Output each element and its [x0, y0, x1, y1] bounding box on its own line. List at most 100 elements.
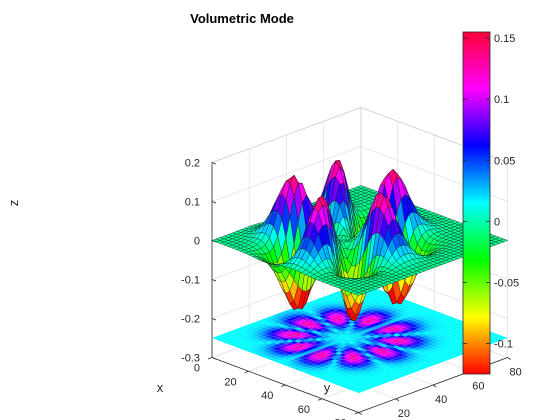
- contour-cell: [273, 347, 282, 351]
- contour-cell: [373, 295, 382, 299]
- contour-cell: [404, 341, 414, 345]
- contour-cell: [409, 318, 418, 322]
- contour-cell: [409, 333, 418, 337]
- contour-cell: [434, 324, 443, 328]
- contour-cell: [441, 354, 450, 358]
- contour-cell: [307, 307, 316, 311]
- contour-cell: [313, 368, 323, 372]
- contour-cell: [327, 318, 336, 322]
- contour-cell: [301, 370, 310, 374]
- contour-cell: [450, 318, 459, 322]
- contour-cell: [269, 357, 278, 361]
- contour-cell: [379, 377, 388, 381]
- contour-cell: [330, 374, 339, 378]
- contour-cell: [261, 330, 270, 334]
- contour-cell: [257, 328, 266, 332]
- contour-cell: [277, 333, 286, 337]
- contour-cell: [416, 354, 426, 358]
- contour-cell: [256, 353, 266, 357]
- contour-cell: [409, 324, 418, 328]
- contour-cell: [417, 308, 427, 313]
- contour-cell: [310, 336, 319, 340]
- contour-cell: [413, 341, 422, 345]
- contour-cell: [425, 348, 434, 352]
- contour-cell: [212, 336, 221, 340]
- contour-cell: [335, 312, 344, 316]
- contour-cell: [232, 334, 241, 338]
- contour-cell: [323, 316, 332, 320]
- contour-cell: [338, 353, 348, 357]
- contour-cell: [294, 321, 303, 325]
- contour-cell: [322, 341, 331, 345]
- contour-cell: [326, 370, 335, 374]
- contour-cell: [453, 350, 463, 354]
- contour-cell: [375, 379, 384, 383]
- contour-cell: [376, 345, 385, 349]
- contour-cell: [240, 328, 250, 332]
- contour-cell: [322, 350, 331, 354]
- contour-cell: [261, 327, 270, 331]
- contour-cell: [306, 316, 316, 320]
- contour-cell: [383, 376, 392, 380]
- contour-cell: [356, 319, 365, 323]
- contour-cell: [310, 360, 319, 364]
- contour-cell: [408, 351, 417, 355]
- contour-cell: [302, 315, 312, 319]
- contour-cell: [351, 327, 361, 331]
- contour-cell: [343, 321, 352, 325]
- contour-cell: [404, 371, 413, 375]
- contour-cell: [306, 350, 315, 354]
- x-tick-mark: [207, 357, 213, 360]
- contour-cell: [290, 322, 299, 326]
- contour-cell: [343, 345, 352, 349]
- contour-cell: [338, 362, 347, 366]
- contour-cell: [437, 338, 447, 342]
- contour-cell: [326, 336, 336, 340]
- contour-cell: [371, 344, 381, 348]
- contour-cell: [368, 302, 377, 306]
- contour-cell: [355, 344, 364, 348]
- contour-cell: [421, 350, 430, 354]
- contour-cell: [421, 344, 430, 348]
- contour-cell: [331, 325, 340, 329]
- contour-cell: [368, 296, 378, 300]
- contour-cell: [236, 327, 246, 331]
- contour-cell: [298, 307, 308, 311]
- contour-cell: [360, 312, 369, 316]
- contour-cell: [359, 342, 368, 346]
- contour-cell: [434, 318, 443, 322]
- contour-cell: [401, 302, 410, 306]
- contour-cell: [384, 351, 393, 355]
- contour-cell: [309, 367, 319, 371]
- contour-cell: [359, 330, 369, 334]
- contour-cell: [445, 347, 455, 351]
- contour-cell: [282, 325, 291, 329]
- contour-cell: [318, 367, 327, 371]
- contour-cell: [326, 354, 335, 358]
- contour-cell: [404, 344, 414, 348]
- contour-cell: [332, 292, 341, 296]
- contour-cell: [228, 342, 237, 346]
- contour-cell: [278, 315, 287, 319]
- contour-cell: [359, 367, 368, 371]
- contour-cell: [454, 325, 463, 329]
- contour-cell: [417, 305, 427, 309]
- contour-cell: [429, 362, 438, 366]
- contour-cell: [330, 365, 339, 369]
- contour-cell: [277, 354, 286, 358]
- contour-cell: [323, 307, 332, 311]
- contour-cell: [339, 325, 348, 329]
- contour-cell: [389, 313, 398, 317]
- contour-cell: [404, 350, 413, 354]
- contour-cell: [408, 348, 418, 352]
- contour-cell: [416, 367, 425, 371]
- contour-cell: [426, 308, 435, 313]
- contour-cell: [354, 371, 364, 375]
- contour-cell: [360, 324, 369, 328]
- contour-cell: [269, 348, 278, 352]
- contour-cell: [392, 336, 401, 340]
- contour-cell: [405, 331, 414, 335]
- contour-cell: [364, 292, 374, 296]
- contour-cell: [319, 308, 328, 313]
